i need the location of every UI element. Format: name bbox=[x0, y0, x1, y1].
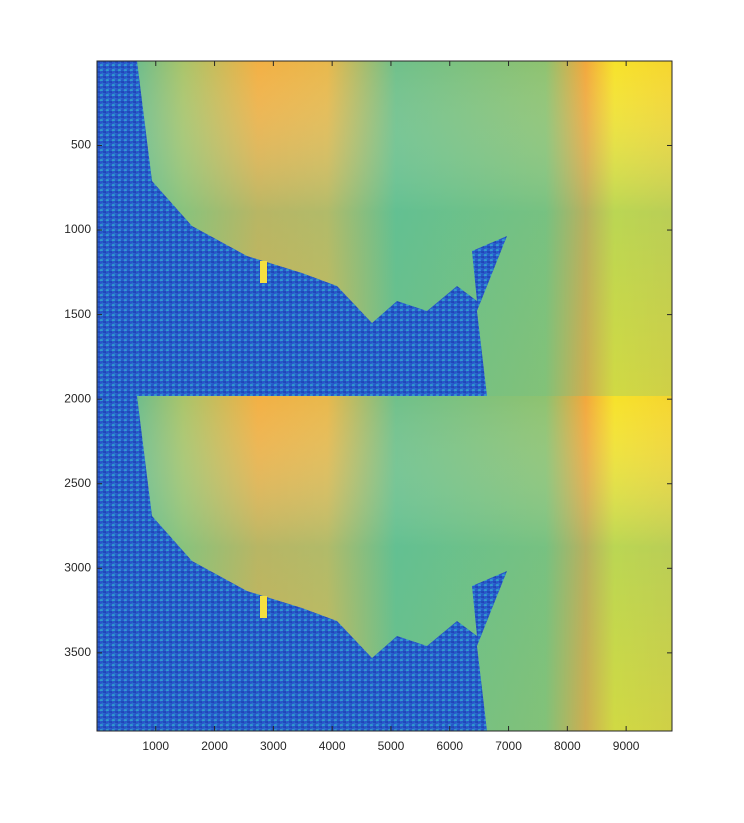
y-tick-label: 500 bbox=[71, 138, 91, 152]
x-tick-label: 3000 bbox=[260, 739, 287, 753]
x-tick-label: 9000 bbox=[613, 739, 640, 753]
x-tick-label: 2000 bbox=[201, 739, 228, 753]
y-tick-label: 3500 bbox=[64, 645, 91, 659]
y-tick-label: 2500 bbox=[64, 476, 91, 490]
image-half bbox=[97, 396, 672, 731]
y-tick-label: 1000 bbox=[64, 222, 91, 236]
x-tick-label: 7000 bbox=[495, 739, 522, 753]
y-tick-label: 3000 bbox=[64, 560, 91, 574]
x-tick-label: 4000 bbox=[319, 739, 346, 753]
axes-box bbox=[96, 60, 673, 732]
y-tick-label: 1500 bbox=[64, 307, 91, 321]
x-tick-label: 5000 bbox=[378, 739, 405, 753]
image-half bbox=[97, 61, 672, 396]
heatmap-image bbox=[97, 61, 672, 731]
x-tick-label: 1000 bbox=[142, 739, 169, 753]
x-tick-label: 6000 bbox=[436, 739, 463, 753]
x-tick-label: 8000 bbox=[554, 739, 581, 753]
y-tick-label: 2000 bbox=[64, 391, 91, 405]
